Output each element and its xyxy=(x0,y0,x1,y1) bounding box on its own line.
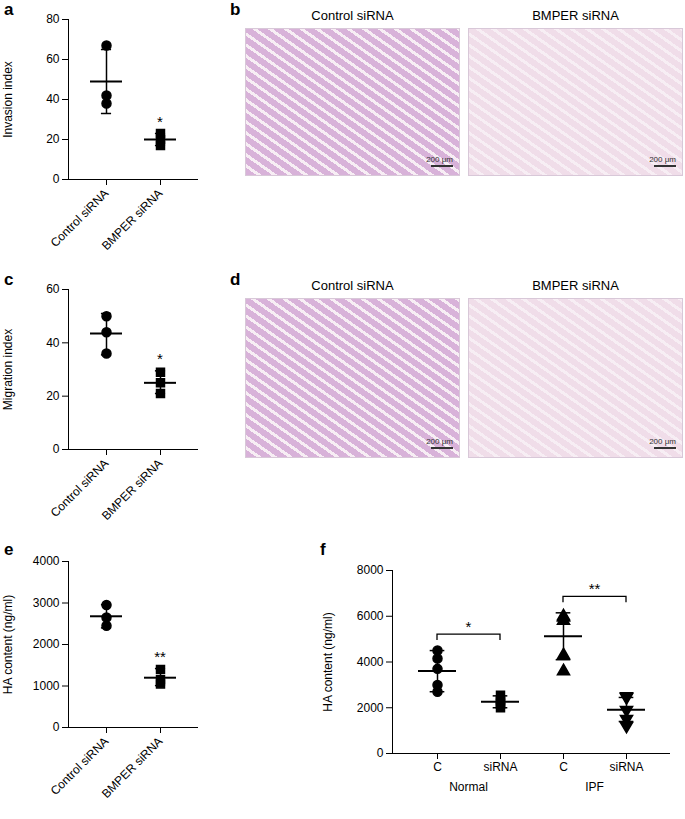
html-text:200 μm: 200 μm xyxy=(649,155,676,164)
html-text:Control siRNA: Control siRNA xyxy=(311,278,394,293)
svg-text:C: C xyxy=(433,760,442,774)
html-text:e: e xyxy=(4,540,14,559)
svg-text:60: 60 xyxy=(46,282,60,296)
svg-text:1000: 1000 xyxy=(33,679,60,693)
svg-text:Normal: Normal xyxy=(449,780,488,794)
svg-text:80: 80 xyxy=(46,12,60,26)
svg-text:0: 0 xyxy=(377,746,384,760)
svg-text:0: 0 xyxy=(53,720,60,734)
svg-text:3000: 3000 xyxy=(33,596,60,610)
svg-text:40: 40 xyxy=(46,336,60,350)
svg-text:Control siRNA: Control siRNA xyxy=(47,186,112,250)
svg-text:siRNA: siRNA xyxy=(483,760,517,774)
svg-text:BMPER siRNA: BMPER siRNA xyxy=(99,734,165,800)
svg-text:**: ** xyxy=(154,648,166,665)
svg-text:8000: 8000 xyxy=(357,563,384,577)
svg-text:*: * xyxy=(157,350,163,367)
svg-text:siRNA: siRNA xyxy=(609,760,643,774)
html-text:a: a xyxy=(4,0,14,19)
svg-text:20: 20 xyxy=(46,132,60,146)
svg-text:BMPER siRNA: BMPER siRNA xyxy=(99,186,165,252)
svg-text:C: C xyxy=(559,760,568,774)
html-text:f: f xyxy=(320,540,326,559)
svg-text:HA content (ng/ml): HA content (ng/ml) xyxy=(321,612,335,711)
html-text:Control siRNA: Control siRNA xyxy=(311,8,394,23)
html-text:d: d xyxy=(230,270,241,289)
svg-text:IPF: IPF xyxy=(585,780,604,794)
html-text:200 μm: 200 μm xyxy=(426,155,453,164)
svg-text:*: * xyxy=(466,618,472,635)
svg-text:40: 40 xyxy=(46,92,60,106)
svg-text:0: 0 xyxy=(53,442,60,456)
svg-text:2000: 2000 xyxy=(33,637,60,651)
svg-text:HA content (ng/ml): HA content (ng/ml) xyxy=(1,595,15,694)
svg-text:60: 60 xyxy=(46,52,60,66)
svg-text:**: ** xyxy=(589,580,601,597)
html-text:b: b xyxy=(230,0,241,19)
svg-text:0: 0 xyxy=(53,172,60,186)
svg-text:Migration index: Migration index xyxy=(1,329,15,410)
svg-text:Invasion index: Invasion index xyxy=(1,61,15,138)
svg-text:2000: 2000 xyxy=(357,701,384,715)
html-text:c: c xyxy=(4,270,14,289)
svg-text:Control siRNA: Control siRNA xyxy=(47,734,112,798)
html-text:200 μm: 200 μm xyxy=(426,437,453,446)
html-text:200 μm: 200 μm xyxy=(649,437,676,446)
html-text:BMPER siRNA: BMPER siRNA xyxy=(532,278,619,293)
svg-text:4000: 4000 xyxy=(357,655,384,669)
svg-text:4000: 4000 xyxy=(33,554,60,568)
svg-text:*: * xyxy=(157,113,163,130)
html-text:BMPER siRNA: BMPER siRNA xyxy=(532,8,619,23)
svg-text:Control siRNA: Control siRNA xyxy=(47,456,112,520)
svg-text:6000: 6000 xyxy=(357,609,384,623)
svg-text:20: 20 xyxy=(46,389,60,403)
svg-text:BMPER siRNA: BMPER siRNA xyxy=(99,456,165,522)
